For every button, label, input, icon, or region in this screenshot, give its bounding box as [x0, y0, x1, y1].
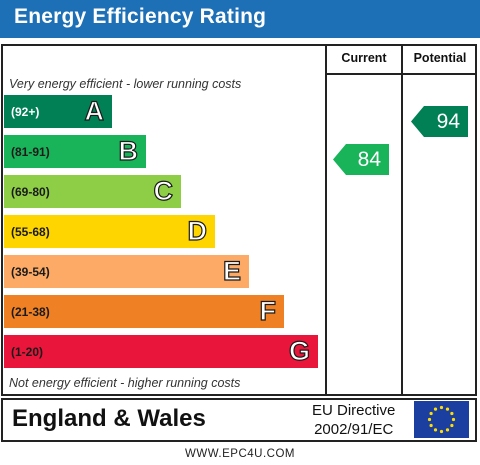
rating-band-a: (92+) A — [4, 95, 112, 128]
star-icon — [445, 428, 450, 432]
current-arrow-shape — [333, 144, 389, 175]
star-icon — [450, 411, 454, 416]
band-letter: E — [222, 255, 241, 286]
current-column-header: Current — [341, 51, 387, 65]
star-icon — [429, 411, 433, 416]
header-bar — [0, 0, 480, 38]
current-rating-value: 84 — [357, 148, 381, 171]
star-icon — [439, 429, 444, 434]
band-letter: F — [259, 295, 277, 326]
rating-band-b: (81-91) B — [4, 135, 146, 168]
website-url: WWW.EPC4U.COM — [185, 448, 295, 460]
header-divider — [326, 73, 477, 75]
band-letter: G — [288, 335, 310, 366]
potential-column-header: Potential — [413, 51, 467, 65]
rating-band-d: (55-68) D — [4, 215, 215, 248]
band-letter: D — [187, 215, 208, 246]
eu-stars-icon — [427, 405, 456, 434]
eu-flag-icon — [414, 401, 469, 438]
star-icon — [427, 417, 432, 422]
star-icon — [433, 428, 438, 432]
column-divider — [325, 44, 327, 396]
potential-rating-value: 94 — [436, 110, 460, 133]
potential-arrow-shape — [411, 106, 468, 137]
band-range-label: (39-54) — [11, 265, 50, 279]
band-range-label: (21-38) — [11, 305, 50, 319]
eu-directive: EU Directive 2002/91/EC — [312, 401, 395, 439]
region-label: England & Wales — [12, 405, 206, 432]
band-range-label: (69-80) — [11, 185, 50, 199]
star-icon — [451, 417, 456, 422]
star-icon — [429, 423, 433, 428]
band-letter: C — [153, 175, 174, 206]
current-rating-arrow: 84 — [333, 144, 389, 175]
top-caption: Very energy efficient - lower running co… — [9, 77, 242, 91]
potential-rating-arrow: 94 — [411, 106, 468, 137]
band-range-label: (1-20) — [11, 345, 44, 359]
star-icon — [439, 405, 444, 410]
star-icon — [433, 407, 438, 411]
rating-band-e: (39-54) E — [4, 255, 249, 288]
directive-line-2: 2002/91/EC — [314, 421, 394, 438]
rating-band-g: (1-20) G — [4, 335, 318, 368]
page-title: Energy Efficiency Rating — [14, 5, 267, 28]
footer-box — [1, 398, 477, 442]
column-divider — [401, 44, 403, 396]
rating-band-f: (21-38) F — [4, 295, 284, 328]
band-letter: A — [84, 95, 105, 126]
star-icon — [450, 423, 454, 428]
band-range-label: (55-68) — [11, 225, 50, 239]
band-range-label: (92+) — [11, 105, 40, 119]
bottom-caption: Not energy efficient - higher running co… — [9, 376, 241, 390]
rating-band-c: (69-80) C — [4, 175, 181, 208]
band-letter: B — [118, 135, 139, 166]
band-range-label: (81-91) — [11, 145, 50, 159]
directive-line-1: EU Directive — [312, 402, 396, 419]
rating-table — [1, 44, 477, 396]
star-icon — [445, 407, 450, 411]
